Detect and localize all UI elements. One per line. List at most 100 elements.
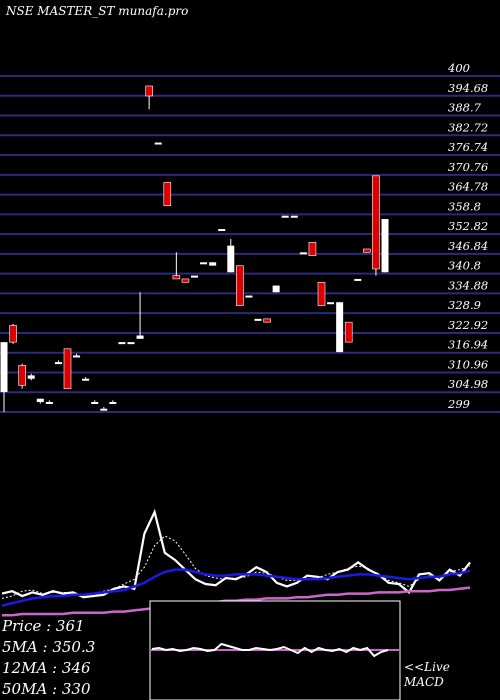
ma12-line bbox=[1, 568, 471, 607]
candlestick bbox=[254, 318, 262, 321]
candlestick bbox=[281, 215, 289, 218]
macd-series bbox=[151, 642, 399, 658]
candle-body bbox=[281, 215, 289, 218]
candlestick bbox=[172, 252, 181, 280]
macd-label: <<Live MACD bbox=[404, 660, 450, 690]
candle-body bbox=[218, 229, 226, 232]
price-tick-label: 310.96 bbox=[448, 357, 488, 371]
candlestick bbox=[227, 239, 235, 273]
candle-body bbox=[336, 302, 344, 353]
candlestick bbox=[36, 398, 44, 404]
candlestick bbox=[118, 342, 126, 345]
candle-body bbox=[145, 85, 153, 97]
candlestick bbox=[181, 278, 190, 283]
moving-averages bbox=[1, 508, 471, 617]
candle-body bbox=[63, 348, 72, 390]
candle-body bbox=[354, 278, 362, 281]
macd-line bbox=[151, 642, 389, 658]
candlestick bbox=[136, 292, 144, 339]
candle-body bbox=[308, 242, 317, 256]
candle-body bbox=[327, 302, 335, 305]
candlestick bbox=[63, 348, 72, 390]
candlestick bbox=[218, 229, 226, 232]
price-tick-label: 388.7 bbox=[448, 101, 482, 115]
candlestick bbox=[0, 342, 8, 412]
candlestick bbox=[9, 323, 17, 344]
candlestick bbox=[109, 400, 117, 405]
candlestick bbox=[272, 285, 280, 293]
candle-body bbox=[136, 335, 144, 339]
candle-body bbox=[54, 362, 62, 365]
page-title: NSE MASTER_ST munafa.pro bbox=[6, 4, 189, 18]
candlestick bbox=[327, 302, 335, 305]
price-tick-label: 299 bbox=[447, 397, 470, 411]
price-tick-label: 316.94 bbox=[448, 338, 488, 352]
candlestick bbox=[308, 242, 317, 256]
candlestick bbox=[100, 407, 108, 411]
candle-body bbox=[191, 275, 198, 278]
candle-body bbox=[317, 281, 326, 306]
candle-body bbox=[381, 219, 389, 273]
price-tick-label: 328.9 bbox=[448, 298, 481, 312]
price-tick-label: 322.92 bbox=[448, 318, 488, 332]
candlestick bbox=[299, 252, 307, 255]
candle-body bbox=[272, 285, 280, 293]
price-tick-label: 382.72 bbox=[448, 120, 488, 134]
candle-body bbox=[100, 408, 108, 411]
candle-body bbox=[372, 175, 380, 270]
candle-body bbox=[36, 398, 44, 403]
ma5-line bbox=[1, 535, 471, 599]
price-tick-label: 358.8 bbox=[448, 199, 481, 213]
macd-label-line1: <<Live bbox=[404, 660, 450, 674]
candle-body bbox=[9, 325, 17, 343]
candlestick bbox=[354, 278, 362, 281]
candle-body bbox=[154, 142, 162, 145]
candle-body bbox=[163, 182, 172, 207]
candlestick bbox=[54, 360, 62, 365]
candle-body bbox=[82, 378, 90, 381]
price-axis: 400 394.68 388.7 382.72 376.74 370.76 364.78 35… bbox=[447, 61, 488, 411]
ma5-stat: 5MA : 350.3 bbox=[2, 638, 96, 656]
candlestick bbox=[344, 321, 353, 343]
candle-body bbox=[209, 262, 217, 266]
candlestick bbox=[381, 219, 389, 273]
candle-body bbox=[290, 215, 298, 218]
ma50-stat: 50MA : 330 bbox=[2, 680, 91, 698]
candlestick bbox=[363, 248, 371, 253]
candle-body bbox=[181, 278, 190, 283]
candle-body bbox=[363, 248, 371, 253]
candle-body bbox=[45, 402, 53, 405]
price-tick-label: 376.74 bbox=[448, 140, 488, 154]
price-tick-label: 394.68 bbox=[448, 81, 488, 95]
candle-body bbox=[0, 342, 8, 393]
candle-body bbox=[299, 252, 307, 255]
candlestick bbox=[154, 142, 162, 145]
candlestick bbox=[209, 262, 217, 266]
candle-body bbox=[91, 402, 99, 405]
candle-body bbox=[172, 275, 181, 280]
price-stat: Price : 361 bbox=[2, 617, 85, 635]
candlesticks bbox=[0, 85, 389, 412]
stats-legend: Price : 361 5MA : 350.3 12MA : 346 50MA … bbox=[2, 616, 130, 700]
candlestick bbox=[236, 265, 244, 306]
candlestick bbox=[18, 363, 26, 389]
candlestick bbox=[290, 215, 298, 218]
candlestick bbox=[127, 342, 135, 345]
price-tick-label: 346.84 bbox=[448, 239, 488, 253]
price-line bbox=[1, 508, 471, 599]
candlestick bbox=[245, 295, 253, 298]
candlestick bbox=[73, 353, 81, 358]
candlestick bbox=[145, 85, 153, 110]
candle-body bbox=[236, 265, 244, 306]
price-tick-label: 400 bbox=[447, 61, 470, 75]
candle-body bbox=[27, 375, 35, 379]
candlestick bbox=[263, 318, 271, 323]
price-tick-label: 340.8 bbox=[448, 259, 481, 273]
candle-body bbox=[109, 402, 117, 405]
candle-body bbox=[73, 355, 81, 358]
candle-body bbox=[127, 342, 135, 345]
candlestick bbox=[191, 275, 198, 278]
price-tick-label: 352.82 bbox=[448, 219, 488, 233]
candle-body bbox=[18, 365, 26, 386]
